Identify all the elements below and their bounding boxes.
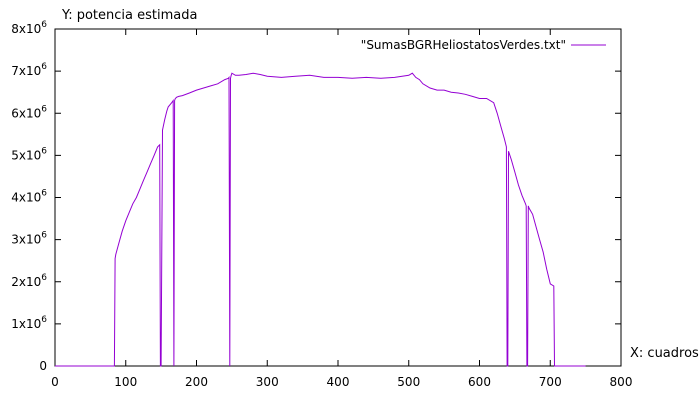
x-tick-label: 300 (256, 375, 279, 389)
y-tick-label: 8x106 (11, 20, 47, 36)
y-tick-label: 7x106 (11, 62, 47, 78)
series-line (55, 72, 586, 367)
x-axis-label: X: cuadros (630, 346, 699, 361)
x-axis-ticks: 0 100 200 300 400 500 600 700 800 (51, 29, 632, 389)
x-tick-label: 600 (468, 375, 491, 389)
y-tick-label: 3x106 (11, 231, 47, 247)
y-tick-label: 4x106 (11, 189, 47, 205)
y-tick-label: 2x106 (11, 273, 47, 289)
legend-label: "SumasBGRHeliostatosVerdes.txt" (361, 38, 566, 52)
legend: "SumasBGRHeliostatosVerdes.txt" (361, 38, 606, 52)
plot-frame (54, 28, 622, 367)
y-tick-label: 0 (39, 359, 47, 373)
x-tick-label: 200 (185, 375, 208, 389)
y-axis-label: Y: potencia estimada (62, 8, 198, 23)
x-tick-label: 700 (539, 375, 562, 389)
y-tick-label: 1x106 (11, 315, 47, 331)
x-tick-label: 400 (327, 375, 350, 389)
x-tick-label: 100 (114, 375, 137, 389)
x-tick-label: 500 (397, 375, 420, 389)
y-tick-label: 6x106 (11, 104, 47, 120)
x-tick-label: 800 (610, 375, 633, 389)
y-tick-label: 5x106 (11, 146, 47, 162)
y-axis-ticks: 0 1x106 2x106 3x106 4x106 5x106 6x106 7x106 8x10… (11, 20, 621, 373)
x-tick-label: 0 (51, 375, 59, 389)
